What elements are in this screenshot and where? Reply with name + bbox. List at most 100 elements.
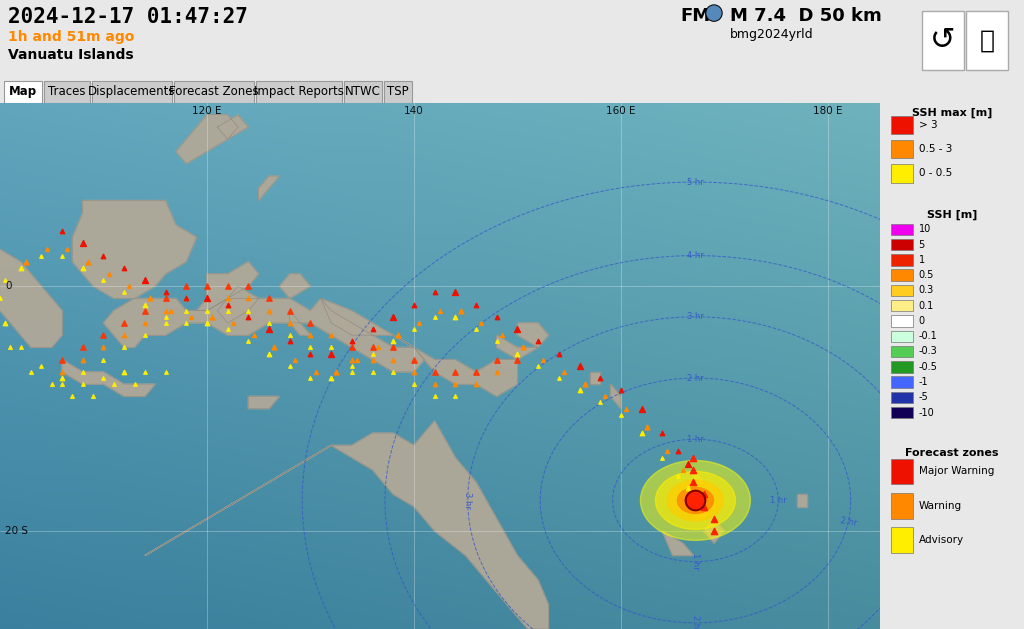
Point [241, 337, 257, 347]
Point [551, 348, 567, 359]
Point [17, 257, 34, 267]
Point [0, 293, 8, 303]
Point [44, 379, 60, 389]
Text: 2024-12-17 01:47:27: 2024-12-17 01:47:27 [8, 7, 248, 27]
Point [33, 250, 49, 260]
Point [447, 367, 464, 377]
Point [116, 318, 132, 328]
Point [447, 379, 464, 389]
FancyBboxPatch shape [922, 11, 964, 70]
Point [706, 526, 722, 536]
Text: 5: 5 [919, 240, 925, 250]
Point [323, 330, 339, 340]
Point [199, 306, 215, 316]
Point [426, 379, 442, 389]
Point [261, 306, 278, 316]
Polygon shape [703, 519, 724, 543]
Bar [256, 81, 342, 103]
Text: 1h and 51m ago: 1h and 51m ago [8, 30, 134, 44]
Point [116, 287, 132, 298]
Point [680, 459, 696, 469]
Point [675, 465, 691, 475]
Point [551, 373, 567, 383]
Point [302, 373, 318, 383]
Point [536, 355, 552, 365]
Point [612, 409, 629, 420]
Point [530, 337, 547, 347]
Point [54, 373, 71, 383]
Point [468, 299, 484, 309]
Point [199, 293, 215, 303]
Point [447, 391, 464, 401]
Point [592, 398, 608, 408]
Point [426, 312, 442, 322]
Point [597, 391, 613, 401]
Point [158, 312, 174, 322]
Polygon shape [249, 396, 280, 409]
Text: TSP: TSP [387, 86, 409, 98]
Point [685, 465, 701, 475]
Point [12, 263, 29, 273]
Point [494, 330, 510, 340]
Polygon shape [321, 298, 517, 396]
Bar [384, 81, 412, 103]
Point [100, 269, 117, 279]
Text: -0.1: -0.1 [919, 331, 937, 341]
Text: 0: 0 [5, 281, 11, 291]
Point [219, 293, 236, 303]
Point [2, 342, 18, 352]
Polygon shape [610, 384, 621, 409]
Point [178, 293, 195, 303]
Point [654, 452, 671, 462]
Text: Forecast zones: Forecast zones [905, 448, 998, 458]
Text: Forecast Zones: Forecast Zones [169, 86, 259, 98]
Bar [891, 239, 912, 250]
Point [158, 287, 174, 298]
Point [571, 361, 588, 371]
Polygon shape [0, 225, 62, 347]
Bar [891, 459, 912, 484]
Point [612, 385, 629, 395]
Text: 0.1: 0.1 [919, 301, 934, 311]
Text: > 3: > 3 [919, 120, 937, 130]
Point [670, 447, 686, 457]
Point [659, 447, 676, 457]
Bar [44, 81, 90, 103]
Ellipse shape [655, 471, 735, 530]
Point [95, 373, 112, 383]
Text: Map: Map [9, 86, 37, 98]
Point [95, 250, 112, 260]
Text: -1: -1 [919, 377, 928, 387]
Point [95, 275, 112, 285]
Point [488, 355, 505, 365]
Polygon shape [590, 372, 600, 384]
Point [685, 477, 701, 487]
Point [365, 324, 381, 334]
Point [54, 379, 71, 389]
Polygon shape [797, 494, 807, 506]
Point [639, 422, 655, 432]
Text: NTWC: NTWC [345, 86, 381, 98]
Point [344, 355, 360, 365]
Bar [891, 285, 912, 296]
Point [406, 355, 422, 365]
Text: SSH [m]: SSH [m] [927, 209, 977, 220]
Point [468, 324, 484, 334]
Point [116, 330, 132, 340]
Text: 🔓: 🔓 [980, 28, 994, 52]
Point [158, 293, 174, 303]
Bar [891, 164, 912, 182]
Point [302, 318, 318, 328]
Point [468, 367, 484, 377]
Point [142, 293, 159, 303]
Text: FM: FM [680, 7, 710, 25]
Point [344, 337, 360, 347]
Point [95, 355, 112, 365]
Point [65, 391, 81, 401]
Ellipse shape [678, 487, 714, 513]
Point [634, 428, 650, 438]
Bar [174, 81, 254, 103]
Polygon shape [176, 114, 238, 164]
Bar [891, 116, 912, 134]
Point [453, 306, 469, 316]
